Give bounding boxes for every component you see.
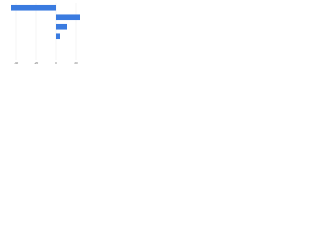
bar bbox=[56, 14, 80, 21]
chart: -40 -20 0 20 bbox=[11, 3, 80, 65]
x-tick-label: -40 bbox=[14, 61, 19, 65]
x-tick-label: 20 bbox=[74, 61, 78, 65]
x-tick-label: -20 bbox=[34, 61, 39, 65]
bar bbox=[56, 23, 67, 30]
bar bbox=[56, 33, 60, 40]
x-tick-label: 0 bbox=[55, 61, 57, 65]
bar bbox=[11, 4, 56, 11]
